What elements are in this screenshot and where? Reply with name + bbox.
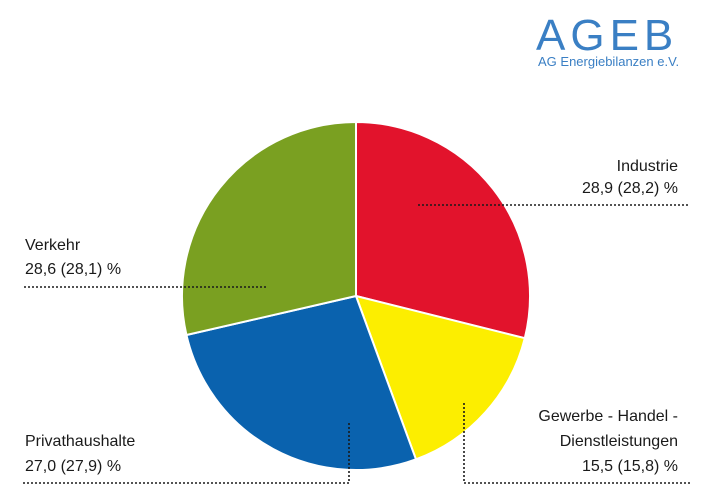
slice-label-0-line-0: Industrie <box>617 158 678 175</box>
slice-label-3-line-0: Verkehr <box>25 237 81 254</box>
slice-value-0: 28,9 (28,2) % <box>582 180 678 197</box>
pie-slice-0 <box>355 121 531 340</box>
slice-value-2: 27,0 (27,9) % <box>25 458 121 475</box>
slice-label-1-line-1: Dienstleistungen <box>560 433 678 450</box>
pie-slice-2 <box>185 295 417 471</box>
leader-line-2 <box>22 423 350 484</box>
slice-value-3: 28,6 (28,1) % <box>25 261 121 278</box>
ageb-logo: AGEB AG Energiebilanzen e.V. <box>536 11 679 69</box>
leader-lines <box>22 204 690 484</box>
slice-value-1: 15,5 (15,8) % <box>582 458 678 475</box>
pie-slice-1 <box>355 295 526 461</box>
pie-slices <box>181 121 531 471</box>
slice-labels: Industrie 28,9 (28,2) % Gewerbe - Handel -… <box>25 158 678 475</box>
leader-line-1 <box>463 403 690 484</box>
logo-subtitle: AG Energiebilanzen e.V. <box>538 54 679 69</box>
logo-text: AGEB <box>536 11 678 60</box>
slice-label-2-line-0: Privathaushalte <box>25 433 135 450</box>
slice-label-1-line-0: Gewerbe - Handel - <box>538 408 678 425</box>
pie-slice-3 <box>181 121 357 337</box>
